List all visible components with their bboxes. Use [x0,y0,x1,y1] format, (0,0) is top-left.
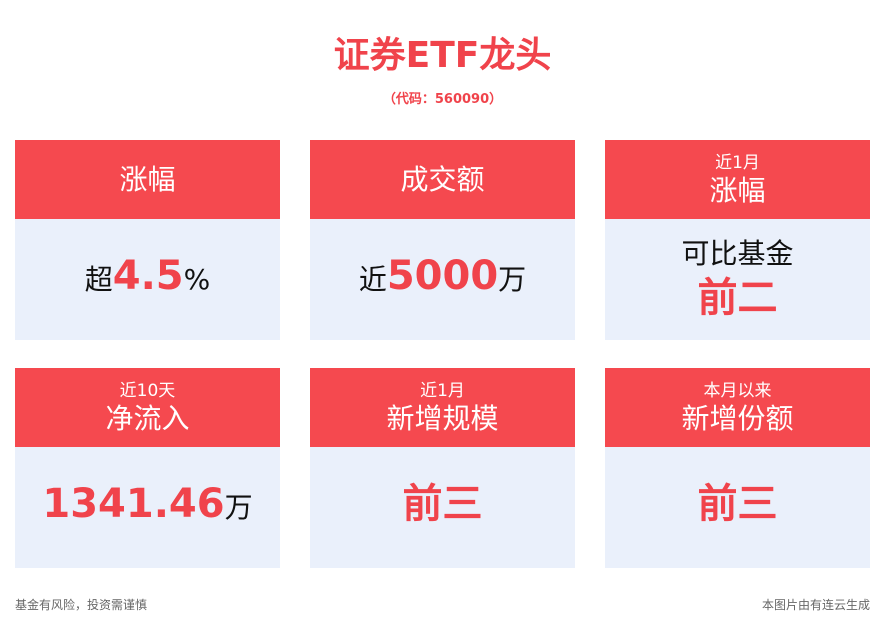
card: 近1月 涨幅可比基金前二 [605,140,870,340]
subtitle: （代码：560090） [382,92,503,107]
card-header: 近1月 涨幅 [605,140,870,219]
card: 成交额近5000万 [310,140,575,340]
card-line: 1341.46万 [42,484,252,532]
card-heading: 新增份额 [681,401,794,435]
footer-credit: 本图片由有连云生成 [761,598,870,612]
card-line: 前三 [403,484,483,532]
card-line: 可比基金 [681,234,793,278]
highlight-text: 4.5 [112,252,184,299]
card-text: 万 [224,490,253,524]
card-body: 前三 [605,447,870,568]
card-subheading: 近1月 [420,380,465,401]
card-heading: 净流入 [105,401,190,435]
highlight-text: 1341.46 [42,480,225,527]
card-header: 成交额 [310,140,575,219]
card-subheading: 本月以来 [703,380,772,401]
card-subheading: 近1月 [715,152,760,173]
card: 近10天 净流入 1341.46万 [15,368,280,568]
card-text: 可比基金 [681,236,794,270]
card-body: 超4.5% [15,219,280,340]
footer-note: 基金有风险，投资需谨慎 [15,598,148,612]
highlight-text: 前二 [697,274,778,321]
highlight-text: 前三 [402,480,483,527]
card-subheading: 近10天 [119,380,176,401]
card-line: 前二 [698,278,778,326]
card-text: 近 [358,262,387,296]
card-body: 可比基金 前二 [605,219,870,340]
card-text: 超 [84,262,113,296]
card-header: 近10天 净流入 [15,368,280,447]
card: 近1月 新增规模前三 [310,368,575,568]
card-header: 本月以来 新增份额 [605,368,870,447]
card-header: 近1月 新增规模 [310,368,575,447]
highlight-text: 5000 [386,252,499,299]
card-text: 万 [498,262,527,296]
card-body: 前三 [310,447,575,568]
card-heading: 涨幅 [709,173,766,207]
card-heading: 成交额 [400,162,485,196]
card: 涨幅超4.5% [15,140,280,340]
card-body: 1341.46万 [15,447,280,568]
card-line: 近5000万 [359,256,526,304]
card-line: 前三 [698,484,778,532]
card-line: 超4.5% [85,256,210,304]
title: 证券ETF龙头 [333,35,552,76]
highlight-text: 前三 [697,480,778,527]
card-text: % [183,262,211,296]
card-body: 近5000万 [310,219,575,340]
card-heading: 新增规模 [386,401,499,435]
card-heading: 涨幅 [119,162,176,196]
card-header: 涨幅 [15,140,280,219]
card: 本月以来 新增份额前三 [605,368,870,568]
